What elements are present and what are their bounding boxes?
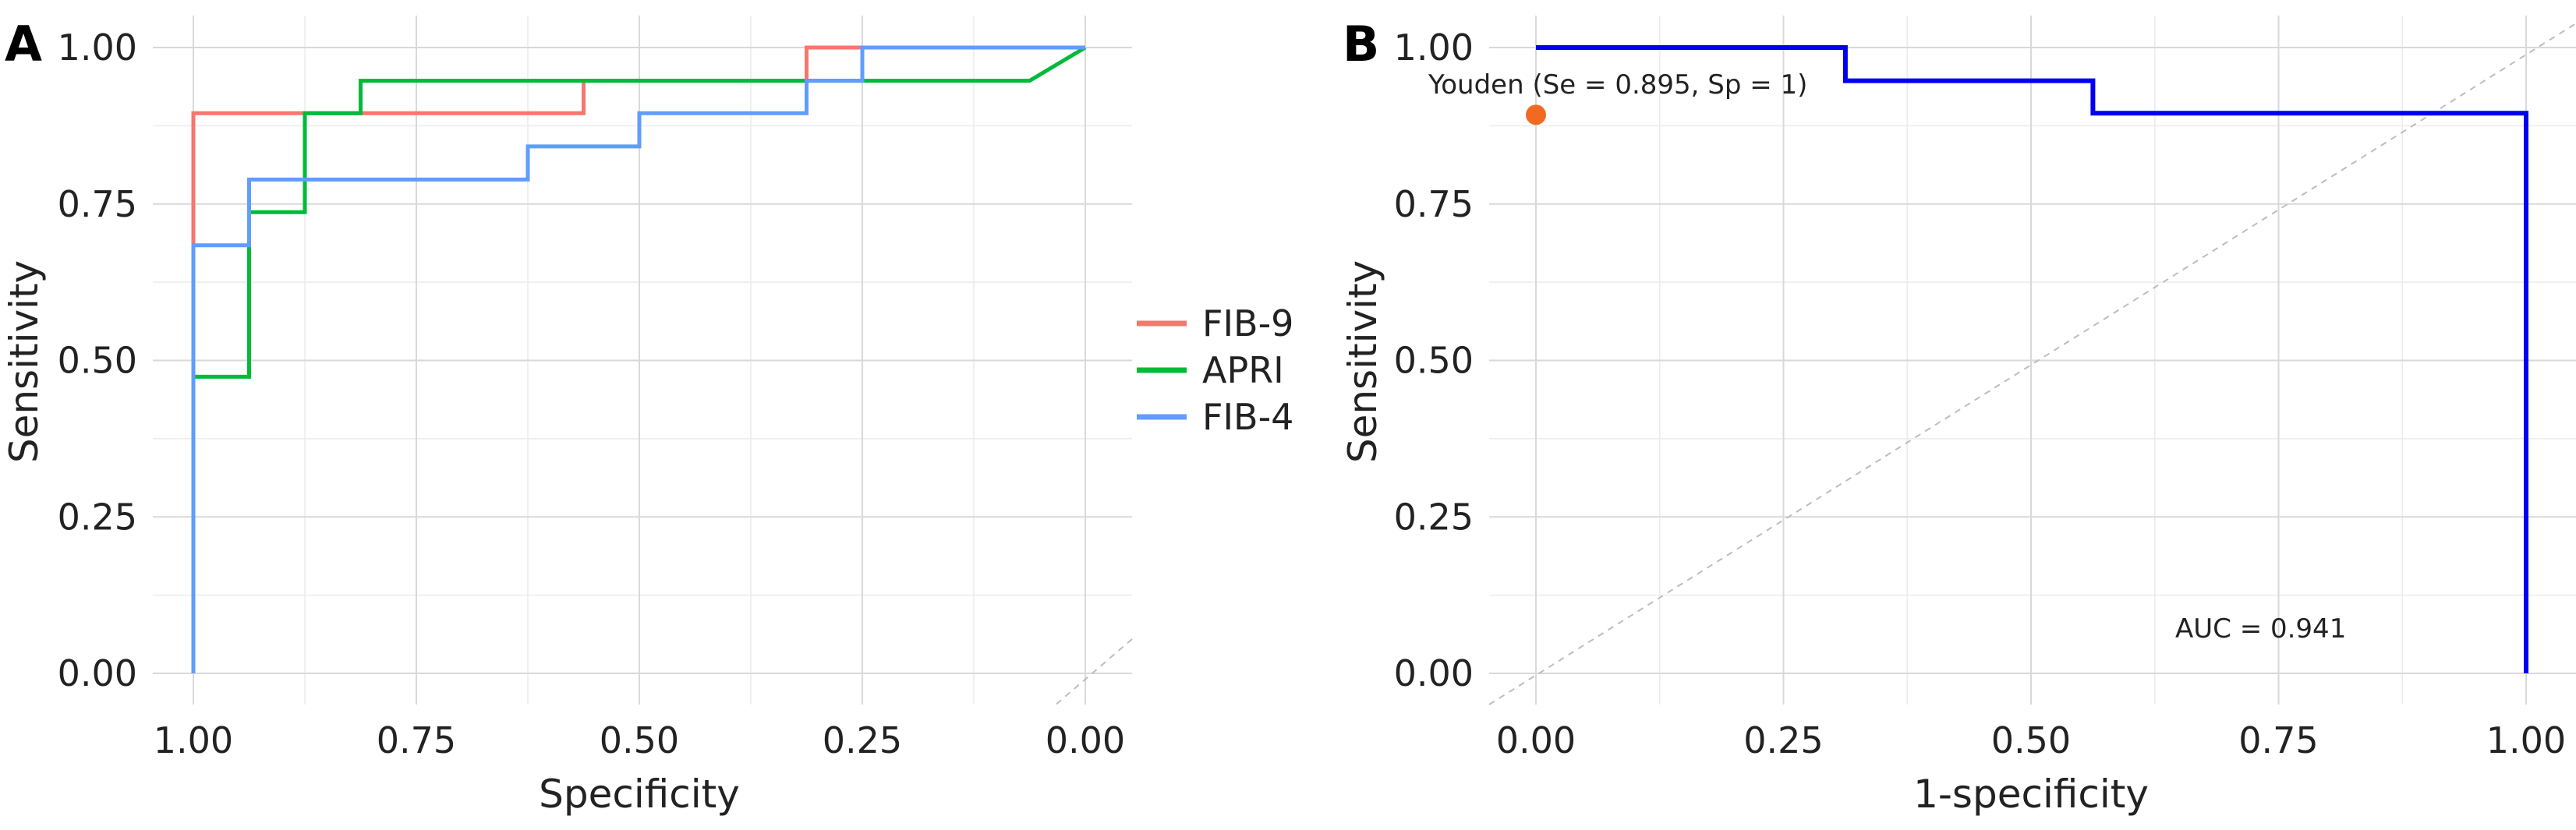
panel-b-gridlines (1489, 16, 2576, 705)
legend-label-fib-4: FIB-4 (1202, 396, 1293, 438)
panel-a-legend: FIB-9 APRI FIB-4 (1137, 302, 1293, 438)
x-tick-label: 0.25 (1743, 719, 1823, 761)
series-line-fib-4 (191, 45, 1085, 673)
panel-b-x-axis-title: 1-specificity (1913, 772, 2149, 817)
panel-a-x-tick-labels: 1.00 0.75 0.50 0.25 0.00 (154, 719, 1125, 761)
y-tick-label: 0.75 (1394, 183, 1474, 225)
y-tick-label: 0.50 (1394, 340, 1474, 382)
panel-a-roc-chart: A 0.000.250.500.751.00 1.00 0.75 0.50 0.25 0… (2, 16, 1293, 817)
x-tick-label: 0.75 (2238, 719, 2318, 761)
panel-b-reference-diagonal (1488, 23, 2576, 705)
panel-b-series-lines (1536, 45, 2528, 673)
reference-diagonal-line (1053, 638, 1133, 707)
x-tick-label: 0.25 (823, 719, 902, 761)
x-tick-label: 1.00 (154, 719, 233, 761)
y-tick-label: 1.00 (1394, 26, 1474, 69)
panel-a-y-tick-labels: 0.00 0.25 0.50 0.75 1.00 (58, 26, 137, 694)
y-tick-label: 0.50 (58, 340, 137, 382)
x-tick-label: 0.00 (1496, 719, 1576, 761)
panel-b-auc-annotation: AUC = 0.941 (2175, 613, 2346, 645)
panel-b-roc-chart: B 0.00 0.25 0.50 0.75 1.00 0.00 0.25 0.50 0.75 1… (1340, 16, 2576, 817)
panel-b-y-tick-labels: 0.00 0.25 0.50 0.75 1.00 (1394, 26, 1474, 694)
x-tick-label: 0.50 (600, 719, 679, 761)
panel-a-letter: A (5, 16, 42, 72)
y-tick-label: 0.25 (58, 496, 137, 538)
x-tick-label: 0.50 (1991, 719, 2071, 761)
y-tick-label: 0.25 (1394, 496, 1474, 538)
x-tick-label: 0.75 (377, 719, 456, 761)
y-tick-label: 0.00 (1394, 652, 1474, 694)
x-tick-label: 1.00 (2486, 719, 2566, 761)
panel-b-x-tick-labels: 0.00 0.25 0.50 0.75 1.00 (1496, 719, 2566, 761)
y-tick-label: 0.75 (58, 183, 137, 225)
panel-a-x-axis-title: Specificity (539, 772, 740, 817)
series-line-apri (191, 45, 1087, 673)
x-tick-label: 0.00 (1046, 719, 1125, 761)
reference-diagonal-line (1488, 23, 2576, 705)
panel-b-y-axis-title: Sensitivity (1340, 260, 1385, 463)
panel-b-youden-annotation: Youden (Se = 0.895, Sp = 1) (1428, 69, 1807, 101)
legend-label-apri: APRI (1202, 349, 1284, 391)
y-tick-label: 1.00 (58, 26, 137, 69)
panel-a-series-lines (191, 45, 1087, 673)
panel-b-youden-point (1526, 104, 1546, 125)
panel-a-reference-diagonal (1053, 638, 1133, 707)
youden-point-marker (1526, 104, 1546, 125)
legend-label-fib-9: FIB-9 (1202, 302, 1293, 344)
series-line-roc (1536, 45, 2528, 673)
panel-b-letter: B (1343, 16, 1379, 72)
y-tick-label: 0.00 (58, 652, 137, 694)
panel-a-y-axis-title: Sensitivity (2, 260, 47, 463)
